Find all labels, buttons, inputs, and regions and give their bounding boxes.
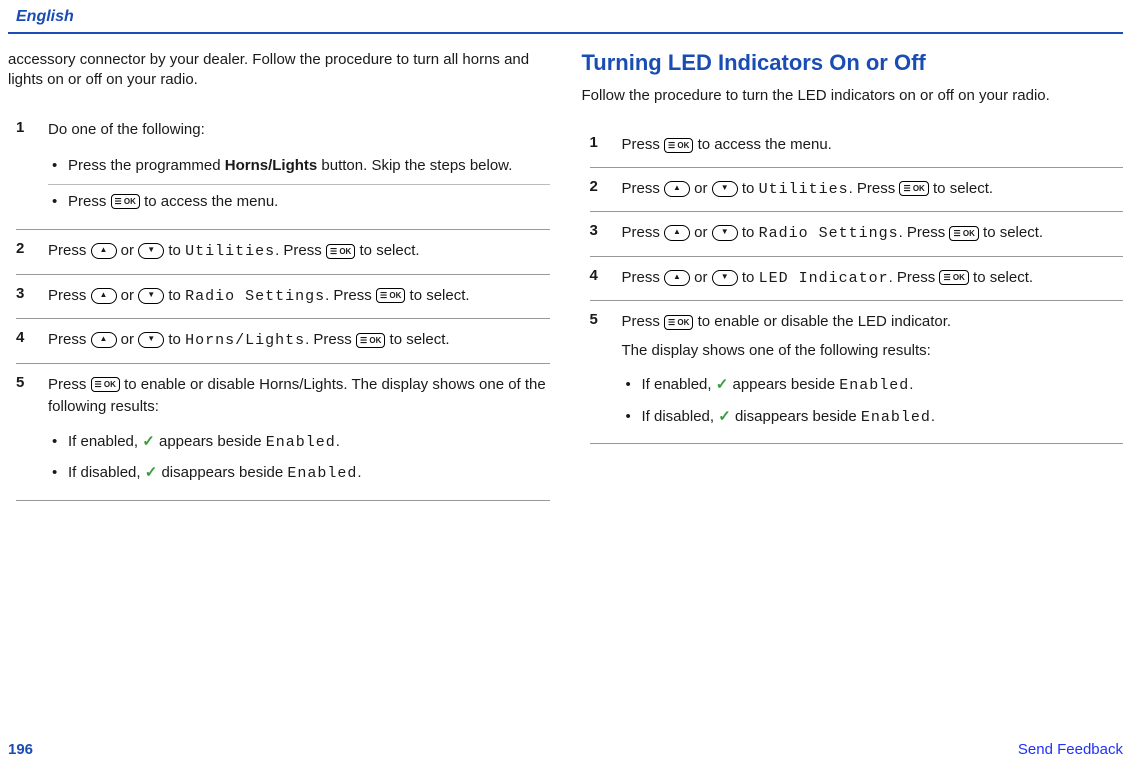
- up-arrow-icon: [91, 288, 117, 304]
- ok-button-icon: [356, 333, 385, 348]
- content-columns: accessory connector by your dealer. Foll…: [0, 50, 1131, 501]
- step1-text: Do one of the following:: [48, 121, 205, 138]
- right-steps: Press to access the menu. Press or to Ut…: [590, 124, 1124, 444]
- down-arrow-icon: [138, 288, 164, 304]
- menu-horns-lights: Horns/Lights: [185, 332, 305, 349]
- down-arrow-icon: [712, 181, 738, 197]
- step1-bullet1: Press the programmed Horns/Lights button…: [48, 149, 550, 184]
- right-step-1: Press to access the menu.: [590, 124, 1124, 168]
- ok-button-icon: [949, 226, 978, 241]
- menu-utilities: Utilities: [185, 243, 275, 260]
- ok-button-icon: [376, 288, 405, 303]
- section-title: Turning LED Indicators On or Off: [582, 50, 1124, 76]
- results-intro: The display shows one of the following r…: [622, 340, 1124, 363]
- menu-utilities: Utilities: [759, 181, 849, 198]
- left-step-4: Press or to Horns/Lights. Press to selec…: [16, 319, 550, 364]
- menu-radio-settings: Radio Settings: [185, 288, 325, 305]
- right-step-2: Press or to Utilities. Press to select.: [590, 168, 1124, 213]
- step1-sublist: Press the programmed Horns/Lights button…: [48, 149, 550, 219]
- ok-button-icon: [326, 244, 355, 259]
- left-step-3: Press or to Radio Settings. Press to sel…: [16, 275, 550, 320]
- ok-button-icon: [664, 315, 693, 330]
- page-footer: 196 Send Feedback: [8, 741, 1123, 758]
- check-icon: ✓: [718, 408, 731, 425]
- result-enabled: If enabled, ✓ appears beside Enabled.: [622, 370, 1124, 402]
- left-step-2: Press or to Utilities. Press to select.: [16, 230, 550, 275]
- ok-button-icon: [111, 194, 140, 209]
- up-arrow-icon: [91, 332, 117, 348]
- up-arrow-icon: [664, 270, 690, 286]
- language-label: English: [16, 8, 74, 25]
- ok-button-icon: [91, 377, 120, 392]
- menu-led-indicator: LED Indicator: [759, 270, 889, 287]
- up-arrow-icon: [664, 181, 690, 197]
- right-step-5: Press to enable or disable the LED indic…: [590, 301, 1124, 444]
- send-feedback-link[interactable]: Send Feedback: [1018, 741, 1123, 758]
- page-header: English: [8, 8, 1123, 34]
- left-step-5: Press to enable or disable Horns/Lights.…: [16, 364, 550, 501]
- up-arrow-icon: [664, 225, 690, 241]
- result-disabled: If disabled, ✓ disappears beside Enabled…: [48, 458, 550, 490]
- down-arrow-icon: [138, 332, 164, 348]
- right-column: Turning LED Indicators On or Off Follow …: [582, 50, 1124, 501]
- step5-results: If enabled, ✓ appears beside Enabled. If…: [48, 427, 550, 490]
- ok-button-icon: [939, 270, 968, 285]
- result-disabled: If disabled, ✓ disappears beside Enabled…: [622, 402, 1124, 434]
- right-intro: Follow the procedure to turn the LED ind…: [582, 86, 1124, 106]
- step1-bullet2: Press to access the menu.: [48, 184, 550, 220]
- right-step-4: Press or to LED Indicator. Press to sele…: [590, 257, 1124, 302]
- check-icon: ✓: [716, 376, 729, 393]
- right-step-3: Press or to Radio Settings. Press to sel…: [590, 212, 1124, 257]
- step5-results: If enabled, ✓ appears beside Enabled. If…: [622, 370, 1124, 433]
- page-number: 196: [8, 741, 33, 758]
- ok-button-icon: [899, 181, 928, 196]
- menu-radio-settings: Radio Settings: [759, 225, 899, 242]
- left-step-1: Do one of the following: Press the progr…: [16, 109, 550, 231]
- horns-lights-bold: Horns/Lights: [225, 157, 318, 174]
- left-column: accessory connector by your dealer. Foll…: [8, 50, 550, 501]
- down-arrow-icon: [712, 225, 738, 241]
- check-icon: ✓: [142, 433, 155, 450]
- result-enabled: If enabled, ✓ appears beside Enabled.: [48, 427, 550, 459]
- up-arrow-icon: [91, 243, 117, 259]
- ok-button-icon: [664, 138, 693, 153]
- left-steps: Do one of the following: Press the progr…: [16, 109, 550, 501]
- down-arrow-icon: [138, 243, 164, 259]
- down-arrow-icon: [712, 270, 738, 286]
- left-intro: accessory connector by your dealer. Foll…: [8, 50, 550, 91]
- check-icon: ✓: [145, 464, 158, 481]
